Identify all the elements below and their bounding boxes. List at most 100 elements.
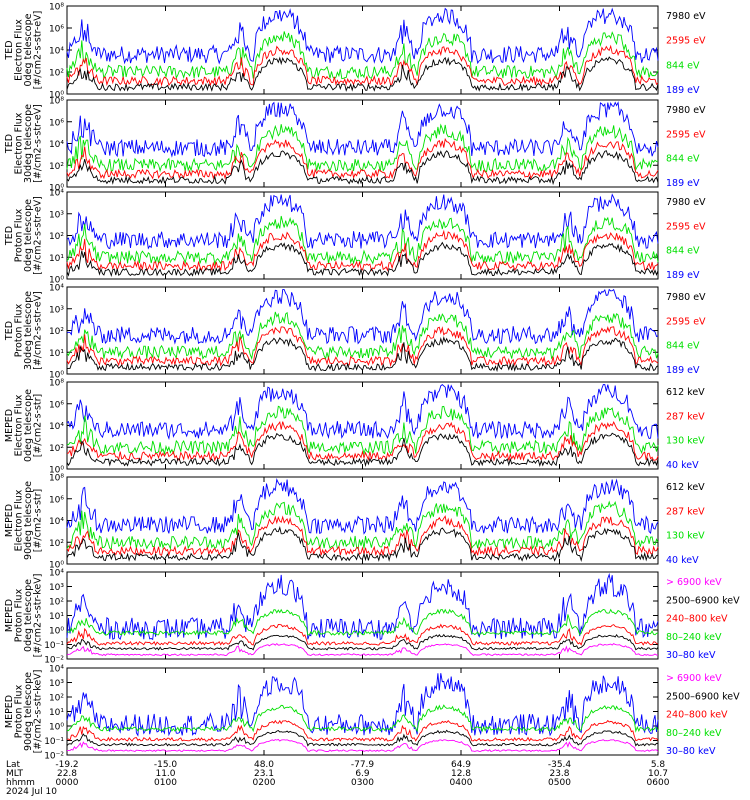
y-tick-label: 10⁰ bbox=[49, 371, 64, 381]
series-black bbox=[66, 432, 659, 468]
x-tick-label: 11.0 bbox=[155, 769, 175, 779]
y-tick-label: 10⁰ bbox=[49, 723, 64, 733]
series-blue bbox=[66, 384, 659, 440]
legend-entry: 80–240 keV bbox=[666, 632, 722, 643]
legend-entry: 80–240 keV bbox=[666, 728, 722, 739]
y-label-line: 0deg telescope bbox=[23, 13, 34, 86]
y-label-line: [#/cm2-s-str-keV] bbox=[33, 670, 44, 754]
y-label-line: [#/cm2-s-str] bbox=[33, 489, 44, 552]
x-tick-label: -19.2 bbox=[55, 760, 78, 770]
y-label-line: 90deg telescope bbox=[23, 481, 34, 560]
y-label-line: Proton Flux bbox=[14, 684, 25, 738]
traces bbox=[66, 478, 659, 562]
y-label-line: 90deg telescope bbox=[23, 672, 34, 751]
x-tick-label: 0600 bbox=[647, 778, 670, 788]
series-blue bbox=[66, 7, 659, 65]
series-black bbox=[66, 241, 659, 278]
traces bbox=[66, 673, 659, 753]
y-label-line: MEPED bbox=[4, 504, 15, 537]
y-tick-label: 10⁴ bbox=[49, 284, 64, 294]
traces bbox=[66, 101, 659, 186]
legend-entry: > 6900 keV bbox=[666, 673, 722, 684]
series-green bbox=[66, 500, 659, 551]
legend-entry: 130 keV bbox=[666, 531, 705, 542]
legend-entry: 844 eV bbox=[666, 60, 700, 71]
legend-entry: 844 eV bbox=[666, 246, 700, 257]
y-tick-label: 10⁴ bbox=[49, 47, 64, 57]
x-tick-label: 0200 bbox=[253, 778, 276, 788]
series-blue bbox=[66, 101, 659, 158]
series-blue bbox=[66, 193, 659, 250]
y-label-line: MEPED bbox=[4, 695, 15, 728]
y-tick-label: 10⁴ bbox=[49, 665, 64, 675]
legend-entry: 189 eV bbox=[666, 178, 700, 189]
x-tick-label: 23.8 bbox=[549, 769, 569, 779]
y-label-line: Electron Flux bbox=[14, 19, 25, 81]
y-tick-label: 10² bbox=[49, 444, 64, 454]
y-label-line: TED bbox=[4, 40, 15, 60]
legend-entry: 7980 eV bbox=[666, 197, 706, 208]
y-tick-label: 10² bbox=[49, 598, 64, 608]
y-tick-label: 10⁸ bbox=[49, 3, 64, 13]
y-label-line: MEPED bbox=[4, 599, 15, 632]
series-red bbox=[66, 326, 659, 368]
y-label-line: [#/cm2-s-str] bbox=[33, 394, 44, 457]
y-tick-label: 10² bbox=[49, 694, 64, 704]
panel-frame bbox=[66, 667, 659, 756]
y-tick-label: 10¹ bbox=[49, 612, 64, 622]
y-tick-label: 10⁶ bbox=[49, 495, 64, 505]
legend-entry: 189 eV bbox=[666, 270, 700, 281]
x-row-label: Lat bbox=[6, 760, 21, 770]
series-red bbox=[66, 229, 659, 272]
series-blue bbox=[66, 478, 659, 535]
y-tick-label: 10⁶ bbox=[49, 118, 64, 128]
x-tick-label: 0100 bbox=[154, 778, 177, 788]
x-tick-label: 22.8 bbox=[57, 769, 77, 779]
y-tick-label: 10⁻² bbox=[44, 656, 64, 666]
series-green bbox=[66, 123, 659, 174]
panel-frame bbox=[66, 286, 659, 375]
x-tick-label: -15.0 bbox=[154, 760, 178, 770]
series-red bbox=[66, 623, 659, 647]
x-tick-label: 0400 bbox=[450, 778, 473, 788]
y-label-line: [#/cm2-s-str-eV] bbox=[33, 196, 44, 275]
x-tick-label: 5.8 bbox=[651, 760, 666, 770]
y-tick-label: 10⁴ bbox=[49, 140, 64, 150]
y-tick-label: 10² bbox=[49, 232, 64, 242]
y-tick-label: 10⁰ bbox=[49, 561, 64, 571]
series-red bbox=[66, 420, 659, 462]
y-label-line: Proton Flux bbox=[14, 588, 25, 642]
panel-frame bbox=[66, 571, 659, 660]
y-tick-label: 10⁸ bbox=[49, 379, 64, 389]
legend-entry: 2595 eV bbox=[666, 221, 706, 232]
y-tick-label: 10² bbox=[49, 327, 64, 337]
y-tick-label: 10¹ bbox=[49, 254, 64, 264]
y-tick-label: 10⁴ bbox=[49, 189, 64, 199]
y-label-line: Electron Flux bbox=[14, 394, 25, 456]
x-tick-label: -77.9 bbox=[351, 760, 375, 770]
y-label-line: Electron Flux bbox=[14, 489, 25, 551]
y-label-line: [#/cm2-s-str-keV] bbox=[33, 574, 44, 658]
y-tick-label: 10³ bbox=[49, 583, 64, 593]
legend-entry: 844 eV bbox=[666, 154, 700, 165]
series-green bbox=[66, 608, 659, 637]
y-label-line: TED bbox=[4, 226, 15, 246]
series-magenta bbox=[66, 642, 659, 657]
legend-entry: 2595 eV bbox=[666, 129, 706, 140]
legend-entry: 30–80 keV bbox=[666, 746, 716, 757]
y-label-line: TED bbox=[4, 321, 15, 341]
legend-entry: 612 keV bbox=[666, 482, 705, 493]
y-tick-label: 10² bbox=[49, 69, 64, 79]
y-tick-label: 10⁰ bbox=[49, 91, 64, 101]
legend-entry: 7980 eV bbox=[666, 292, 706, 303]
